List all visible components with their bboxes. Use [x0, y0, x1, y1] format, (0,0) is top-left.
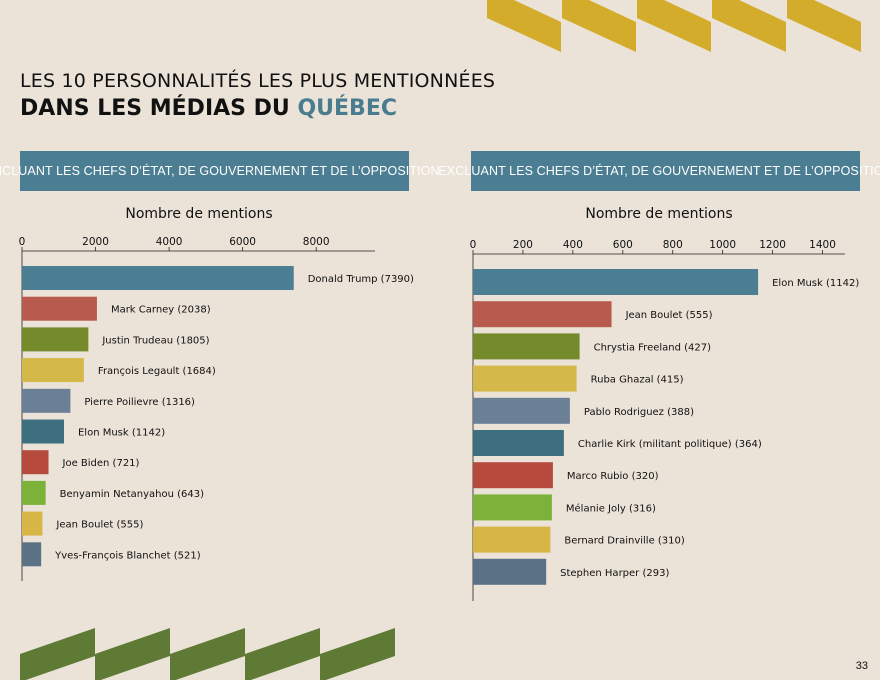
left-panel-header: Incluant les chefs d’État, de gouverneme… — [0, 151, 439, 191]
bar-label: Mélanie Joly (316) — [566, 502, 656, 514]
bar — [473, 333, 580, 360]
bar-label: Elon Musk (1142) — [772, 278, 859, 289]
x-tick-label: 1000 — [709, 239, 736, 251]
bar-label: Stephen Harper (293) — [560, 568, 669, 579]
x-tick-label: 400 — [563, 239, 583, 251]
bar — [473, 365, 577, 392]
bar — [22, 542, 42, 567]
bar-label: Mark Carney (2038) — [111, 305, 211, 316]
bar-label: Marco Rubio (320) — [567, 471, 659, 482]
page-title-highlight: QUÉBEC — [297, 96, 397, 121]
x-axis-title: Nombre de mentions — [585, 206, 732, 222]
right-panel-header: Excluant les chefs d’État, de gouverneme… — [438, 151, 880, 191]
bar-label: Jean Boulet (555) — [625, 310, 713, 321]
bar — [473, 526, 551, 553]
bar-label: Ruba Ghazal (415) — [591, 375, 684, 386]
bar — [473, 269, 759, 295]
bar — [22, 296, 97, 321]
bar-label: François Legault (1684) — [98, 366, 216, 377]
bar-label: Justin Trudeau (1805) — [101, 335, 209, 346]
x-tick-label: 0 — [470, 239, 477, 251]
x-tick-label: 600 — [613, 239, 633, 251]
bar-label: Elon Musk (1142) — [78, 428, 165, 439]
x-tick-label: 6000 — [229, 236, 256, 248]
bar — [473, 494, 552, 521]
bar — [22, 480, 46, 505]
bar — [473, 301, 612, 328]
bar — [22, 419, 64, 444]
bar-label: Joe Biden (721) — [62, 458, 140, 469]
x-tick-label: 8000 — [303, 236, 330, 248]
bar — [473, 430, 564, 456]
page-title-line2: DANS LES MÉDIAS DU QUÉBEC — [20, 96, 397, 121]
bar — [22, 450, 49, 475]
page-title-prefix: DANS LES MÉDIAS DU — [20, 96, 298, 121]
bar-label: Donald Trump (7390) — [308, 274, 414, 285]
x-tick-label: 1400 — [809, 239, 836, 251]
x-tick-label: 200 — [513, 239, 533, 251]
bar — [22, 511, 43, 536]
bar-label: Pierre Poilievre (1316) — [84, 397, 195, 408]
bar-label: Pablo Rodriguez (388) — [584, 407, 694, 418]
bar — [473, 558, 547, 585]
bar-label: Charlie Kirk (militant politique) (364) — [578, 439, 762, 450]
x-tick-label: 1200 — [759, 239, 786, 251]
bar-label: Benyamin Netanyahou (643) — [60, 489, 204, 500]
bar — [22, 327, 89, 352]
bar-label: Bernard Drainville (310) — [564, 536, 685, 547]
bar — [22, 388, 71, 413]
bar-label: Yves-François Blanchet (521) — [54, 550, 201, 561]
x-tick-label: 2000 — [82, 236, 109, 248]
x-tick-label: 800 — [663, 239, 683, 251]
x-tick-label: 4000 — [156, 236, 183, 248]
page-title-line1: LES 10 PERSONNALITÉS LES PLUS MENTIONNÉE… — [20, 70, 496, 92]
bar-label: Chrystia Freeland (427) — [594, 342, 712, 353]
x-tick-label: 0 — [19, 236, 26, 248]
bar — [22, 266, 294, 290]
bar — [473, 462, 553, 489]
bar — [473, 397, 570, 424]
page-number: 33 — [855, 660, 868, 672]
x-axis-title: Nombre de mentions — [125, 206, 272, 222]
bar — [22, 358, 84, 383]
bar-label: Jean Boulet (555) — [55, 520, 143, 531]
